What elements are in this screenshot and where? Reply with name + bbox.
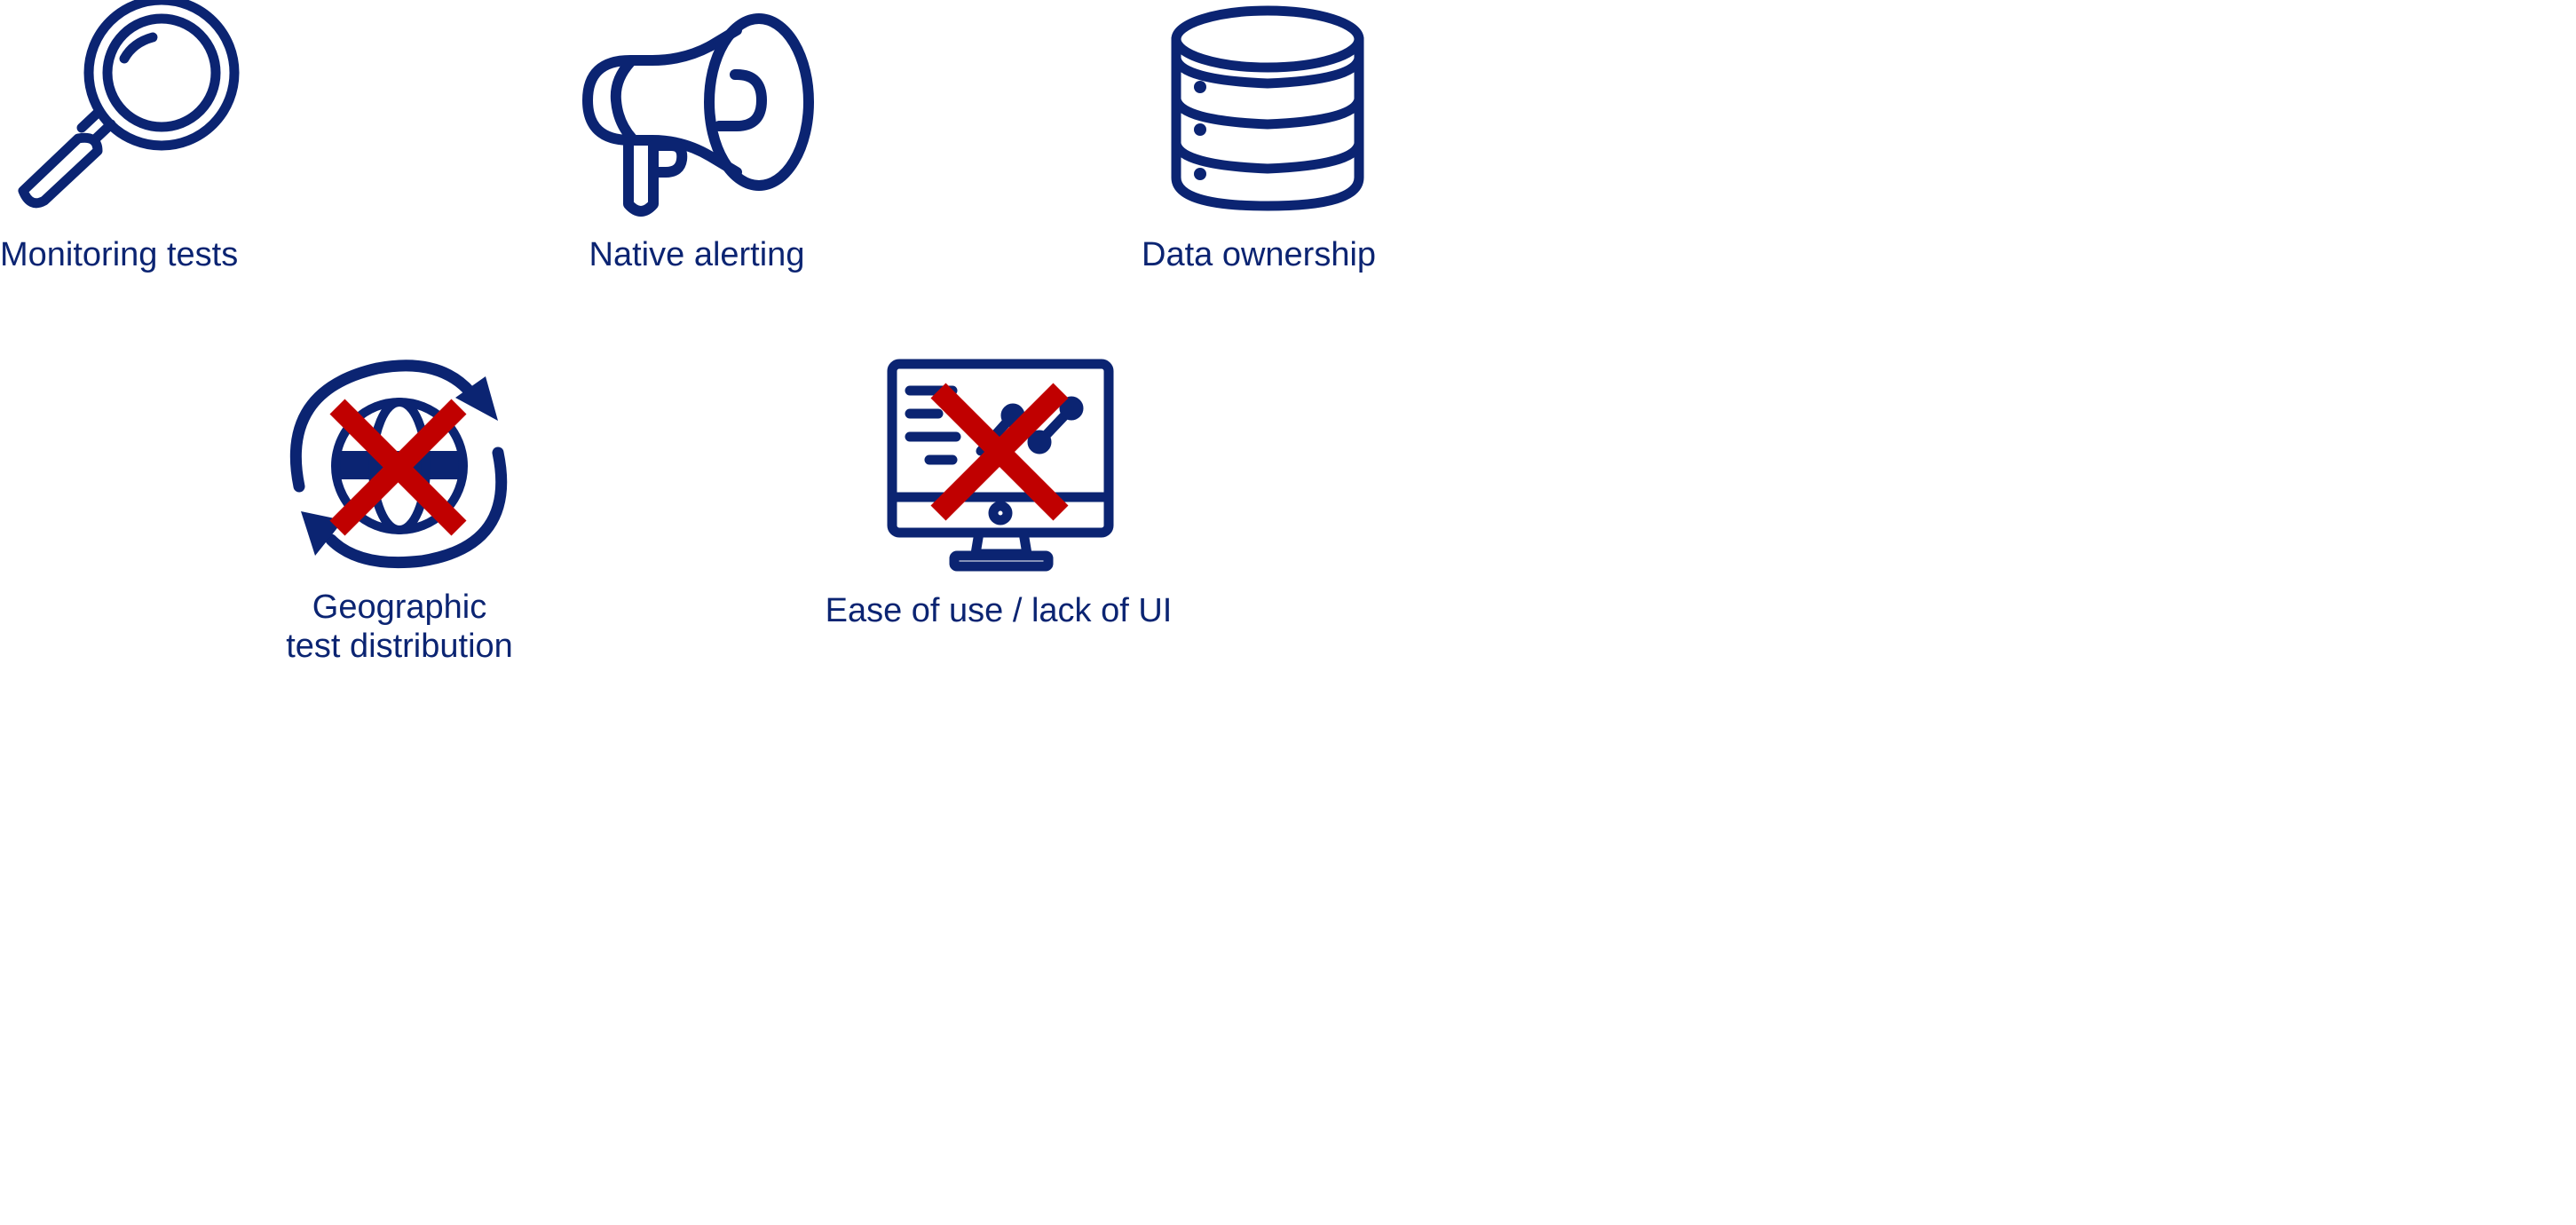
feature-label: Data ownership xyxy=(1142,236,1377,273)
globe-sync-icon xyxy=(289,360,508,569)
monitor-chart-icon xyxy=(887,359,1114,572)
feature-label: Ease of use / lack of UI xyxy=(825,592,1173,629)
megaphone-icon xyxy=(582,13,814,217)
cross-out-mark xyxy=(930,383,1069,521)
feature-label-line-2: test distribution xyxy=(286,628,513,665)
database-icon xyxy=(1171,5,1364,211)
magnifying-glass-icon xyxy=(18,0,240,209)
cross-out-mark xyxy=(329,399,467,536)
feature-label-line-1: Geographic xyxy=(312,589,487,626)
feature-label: Native alerting xyxy=(589,236,805,273)
feature-label: Monitoring tests xyxy=(0,236,239,273)
